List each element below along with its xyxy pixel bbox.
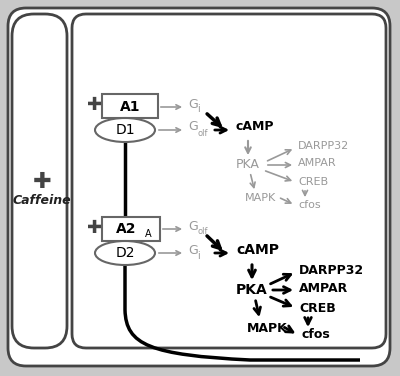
Text: MAPK: MAPK bbox=[247, 321, 288, 335]
Text: cfos: cfos bbox=[298, 200, 321, 210]
Text: DARPP32: DARPP32 bbox=[298, 141, 349, 151]
Text: G: G bbox=[188, 120, 198, 133]
Text: A1: A1 bbox=[120, 100, 140, 114]
FancyBboxPatch shape bbox=[12, 14, 67, 348]
Text: ✚: ✚ bbox=[88, 219, 102, 237]
Text: G: G bbox=[188, 244, 198, 256]
FancyBboxPatch shape bbox=[72, 14, 386, 348]
Text: MAPK: MAPK bbox=[245, 193, 276, 203]
Text: A: A bbox=[145, 229, 151, 239]
Text: PKA: PKA bbox=[236, 159, 260, 171]
Text: DARPP32: DARPP32 bbox=[299, 264, 364, 276]
Text: cfos: cfos bbox=[301, 329, 330, 341]
Text: G: G bbox=[188, 220, 198, 232]
Text: A2: A2 bbox=[116, 222, 136, 236]
Text: ✚: ✚ bbox=[33, 172, 51, 192]
Text: olf: olf bbox=[197, 129, 208, 138]
Ellipse shape bbox=[95, 241, 155, 265]
Text: G: G bbox=[188, 97, 198, 111]
Text: cAMP: cAMP bbox=[236, 243, 279, 257]
Text: ✚: ✚ bbox=[88, 96, 102, 114]
Text: i: i bbox=[197, 251, 200, 261]
Text: D1: D1 bbox=[115, 123, 135, 137]
Text: PKA: PKA bbox=[236, 283, 268, 297]
FancyBboxPatch shape bbox=[8, 8, 390, 366]
FancyBboxPatch shape bbox=[102, 217, 160, 241]
Text: D2: D2 bbox=[115, 246, 135, 260]
Text: CREB: CREB bbox=[299, 302, 336, 314]
Text: CREB: CREB bbox=[298, 177, 328, 187]
Ellipse shape bbox=[95, 118, 155, 142]
Text: olf: olf bbox=[197, 227, 208, 237]
FancyBboxPatch shape bbox=[102, 94, 158, 118]
Text: AMPAR: AMPAR bbox=[298, 158, 337, 168]
Text: cAMP: cAMP bbox=[236, 120, 274, 133]
Text: AMPAR: AMPAR bbox=[299, 282, 348, 294]
Text: i: i bbox=[197, 104, 200, 114]
Text: Caffeine: Caffeine bbox=[13, 194, 71, 206]
